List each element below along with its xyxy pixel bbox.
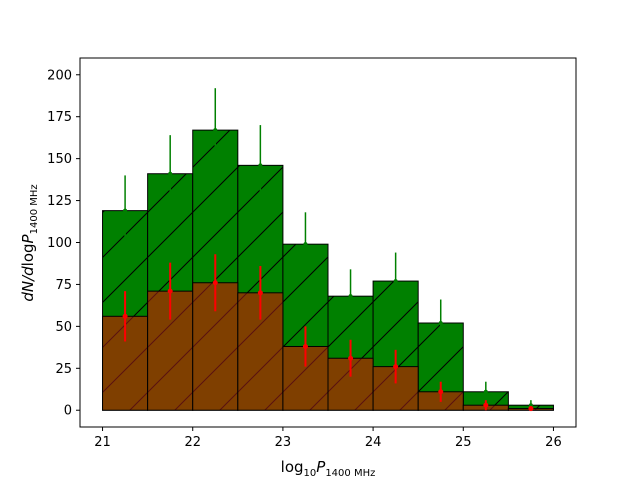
errorbar-point-series1-bin8 bbox=[483, 402, 489, 408]
y-axis: 0 25 50 75 100 125 150 175 200 bbox=[47, 68, 80, 419]
x-tick-label-2: 23 bbox=[275, 435, 292, 450]
errorbars-layer bbox=[122, 88, 534, 412]
errorbar-point-series1-bin2 bbox=[212, 280, 218, 286]
x-tick-label-3: 24 bbox=[365, 435, 382, 450]
errorbar-point-series1-bin6 bbox=[393, 364, 399, 370]
bars-layer bbox=[102, 129, 554, 411]
y-tick-label-0: 0 bbox=[64, 404, 72, 419]
errorbar-point-series0-bin3 bbox=[258, 163, 263, 168]
errorbar-point-series1-bin1 bbox=[167, 288, 173, 294]
errorbar-point-series1-bin0 bbox=[122, 313, 128, 319]
y-axis-label: dN/dlogP1400 MHz bbox=[19, 184, 40, 301]
x-label-base: log bbox=[281, 458, 304, 476]
y-label-base: log bbox=[19, 243, 37, 266]
errorbar-point-series0-bin1 bbox=[168, 171, 173, 176]
x-axis-label: log10P1400 MHz bbox=[281, 458, 376, 479]
errorbar-point-series0-bin4 bbox=[303, 242, 308, 247]
errorbar-point-series1-bin4 bbox=[302, 343, 308, 349]
y-label-var: P bbox=[19, 233, 37, 243]
errorbar-point-series1-bin3 bbox=[257, 290, 263, 296]
x-axis: 21 22 23 24 25 26 bbox=[94, 427, 562, 450]
y-tick-label-2: 50 bbox=[55, 320, 72, 335]
y-tick-label-8: 200 bbox=[47, 68, 72, 83]
x-tick-label-4: 25 bbox=[455, 435, 472, 450]
errorbar-point-series1-bin9 bbox=[528, 406, 534, 412]
errorbar-point-series1-bin7 bbox=[438, 389, 444, 395]
errorbar-point-series0-bin0 bbox=[123, 208, 128, 213]
y-tick-label-3: 75 bbox=[55, 278, 72, 293]
x-label-var-sub: 1400 MHz bbox=[325, 468, 375, 479]
errorbar-point-series0-bin6 bbox=[393, 279, 398, 284]
y-tick-label-7: 175 bbox=[47, 110, 72, 125]
errorbar-point-series1-bin5 bbox=[348, 355, 354, 361]
x-tick-label-1: 22 bbox=[184, 435, 201, 450]
errorbar-point-series0-bin7 bbox=[438, 321, 443, 326]
x-label-base-sub: 10 bbox=[304, 468, 317, 479]
x-label-var: P bbox=[316, 458, 326, 476]
y-label-prefix: dN/d bbox=[19, 266, 37, 302]
y-label-var-sub: 1400 MHz bbox=[29, 184, 40, 234]
errorbar-point-series0-bin2 bbox=[213, 128, 218, 133]
y-tick-label-6: 150 bbox=[47, 152, 72, 167]
errorbar-point-series0-bin8 bbox=[483, 389, 488, 394]
x-tick-label-5: 26 bbox=[545, 435, 562, 450]
x-tick-label-0: 21 bbox=[94, 435, 111, 450]
y-tick-label-4: 100 bbox=[47, 236, 72, 251]
errorbar-point-series0-bin5 bbox=[348, 294, 353, 299]
y-tick-label-5: 125 bbox=[47, 194, 72, 209]
y-tick-label-1: 25 bbox=[55, 362, 72, 377]
